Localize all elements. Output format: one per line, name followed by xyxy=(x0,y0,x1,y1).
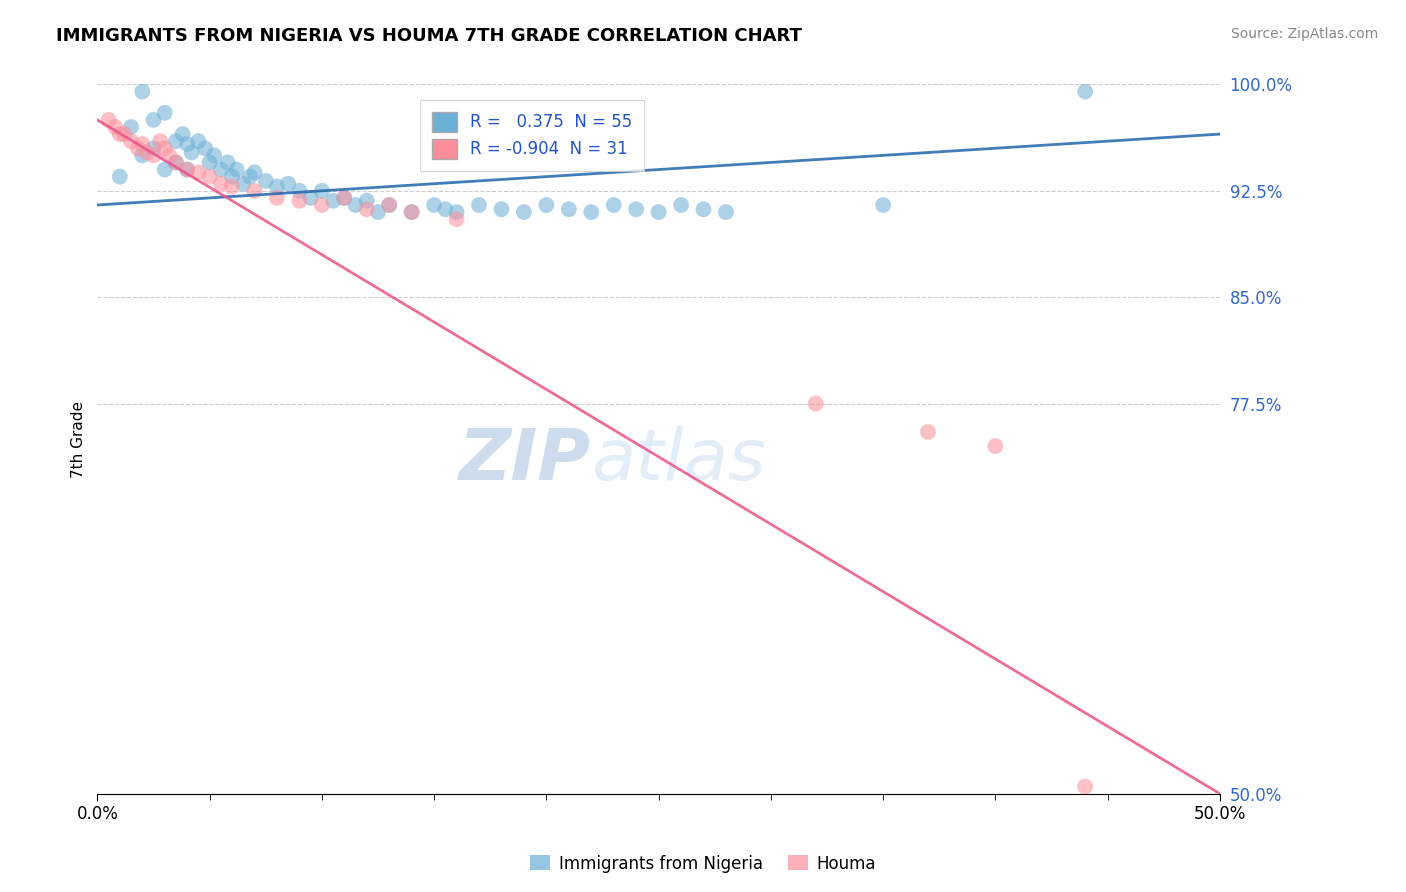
Point xyxy=(434,202,457,217)
Point xyxy=(401,205,423,219)
Point xyxy=(333,191,356,205)
Point xyxy=(202,148,225,162)
Point xyxy=(165,134,187,148)
Point xyxy=(288,194,311,208)
Point xyxy=(624,202,647,217)
Point xyxy=(142,148,165,162)
Point xyxy=(714,205,737,219)
Point xyxy=(239,169,262,184)
Legend: Immigrants from Nigeria, Houma: Immigrants from Nigeria, Houma xyxy=(524,848,882,880)
Point xyxy=(131,85,153,99)
Point xyxy=(254,174,277,188)
Point xyxy=(142,112,165,127)
Point xyxy=(165,155,187,169)
Point xyxy=(221,169,243,184)
Point xyxy=(131,136,153,151)
Point xyxy=(378,198,401,212)
Point xyxy=(176,162,198,177)
Point xyxy=(311,184,333,198)
Point xyxy=(221,179,243,194)
Point xyxy=(243,165,266,179)
Point xyxy=(108,127,131,141)
Point xyxy=(127,141,149,155)
Point xyxy=(344,198,367,212)
Point xyxy=(299,191,322,205)
Y-axis label: 7th Grade: 7th Grade xyxy=(72,401,86,477)
Point xyxy=(322,194,344,208)
Point xyxy=(232,177,254,191)
Point xyxy=(581,205,603,219)
Point xyxy=(311,198,333,212)
Point xyxy=(266,179,288,194)
Point xyxy=(367,205,389,219)
Point xyxy=(669,198,692,212)
Point xyxy=(176,162,198,177)
Point xyxy=(104,120,127,134)
Point xyxy=(194,141,217,155)
Point xyxy=(217,155,239,169)
Point xyxy=(112,127,135,141)
Text: atlas: atlas xyxy=(592,425,766,495)
Point xyxy=(225,162,247,177)
Point xyxy=(872,198,894,212)
Point xyxy=(356,202,378,217)
Point xyxy=(209,177,232,191)
Point xyxy=(917,425,939,439)
Point xyxy=(468,198,491,212)
Point xyxy=(984,439,1007,453)
Point xyxy=(153,162,176,177)
Point xyxy=(198,169,221,184)
Point xyxy=(209,162,232,177)
Point xyxy=(647,205,669,219)
Point xyxy=(446,212,468,227)
Point xyxy=(153,141,176,155)
Point xyxy=(491,202,513,217)
Point xyxy=(149,134,172,148)
Point xyxy=(356,194,378,208)
Point xyxy=(446,205,468,219)
Point xyxy=(536,198,558,212)
Point xyxy=(1074,780,1097,794)
Point xyxy=(1074,85,1097,99)
Point xyxy=(157,148,180,162)
Text: Source: ZipAtlas.com: Source: ZipAtlas.com xyxy=(1230,27,1378,41)
Point xyxy=(135,145,157,160)
Point xyxy=(692,202,714,217)
Point xyxy=(804,396,827,410)
Text: IMMIGRANTS FROM NIGERIA VS HOUMA 7TH GRADE CORRELATION CHART: IMMIGRANTS FROM NIGERIA VS HOUMA 7TH GRA… xyxy=(56,27,801,45)
Point xyxy=(513,205,536,219)
Point xyxy=(266,191,288,205)
Point xyxy=(277,177,299,191)
Point xyxy=(108,169,131,184)
Point xyxy=(172,127,194,141)
Point xyxy=(131,148,153,162)
Point xyxy=(176,136,198,151)
Point xyxy=(333,191,356,205)
Point xyxy=(198,155,221,169)
Point xyxy=(165,155,187,169)
Point xyxy=(142,141,165,155)
Point xyxy=(187,165,209,179)
Point xyxy=(187,134,209,148)
Point xyxy=(378,198,401,212)
Point xyxy=(153,105,176,120)
Point xyxy=(120,134,142,148)
Point xyxy=(602,198,624,212)
Legend: R =   0.375  N = 55, R = -0.904  N = 31: R = 0.375 N = 55, R = -0.904 N = 31 xyxy=(420,100,644,170)
Point xyxy=(401,205,423,219)
Point xyxy=(243,184,266,198)
Point xyxy=(97,112,120,127)
Point xyxy=(288,184,311,198)
Point xyxy=(558,202,581,217)
Point xyxy=(120,120,142,134)
Text: ZIP: ZIP xyxy=(458,425,592,495)
Point xyxy=(423,198,446,212)
Point xyxy=(180,145,202,160)
